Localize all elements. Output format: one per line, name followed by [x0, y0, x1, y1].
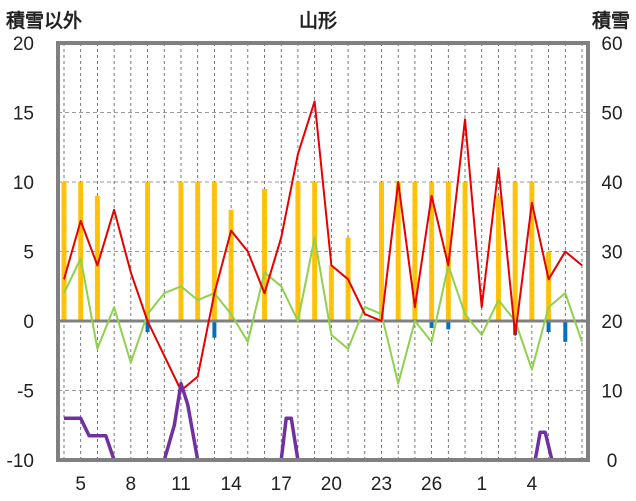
- y2-tick-label: 40: [601, 173, 622, 194]
- sunshine-bar: [395, 182, 401, 321]
- y-axis-label: 積雪以外: [6, 10, 83, 32]
- x-tick-label: 26: [421, 474, 442, 495]
- x-tick-label: 20: [321, 474, 342, 495]
- max-temperature-line: [63, 100, 583, 392]
- precipitation-bar: [546, 321, 551, 333]
- y2-tick-label: 10: [601, 382, 622, 403]
- sunshine-bar: [178, 182, 184, 321]
- precipitation-bar: [145, 321, 150, 333]
- sunshine-bar: [228, 209, 234, 321]
- chart-title: 山形: [298, 10, 337, 32]
- x-tick-label: 1: [476, 474, 487, 495]
- sunshine-bar: [195, 182, 201, 321]
- x-tick-label: 17: [271, 474, 292, 495]
- sunshine-bar: [94, 195, 100, 321]
- sunshine-bar: [145, 182, 151, 321]
- x-tick-label: 8: [126, 474, 137, 495]
- sunshine-bar: [262, 188, 268, 321]
- sunshine-bar: [61, 182, 67, 321]
- precipitation-bar: [429, 321, 434, 328]
- y-tick-label: 5: [23, 243, 34, 264]
- precipitation-bar: [563, 321, 568, 342]
- sunshine-bar: [378, 182, 384, 321]
- y2-tick-label: 30: [601, 243, 622, 264]
- sunshine-bar: [529, 182, 535, 321]
- sunshine-bar: [495, 195, 501, 321]
- y2-tick-label: 20: [601, 312, 622, 333]
- sunshine-bar: [78, 182, 84, 321]
- snow-depth-line: [64, 381, 582, 462]
- precipitation-bar: [446, 321, 451, 330]
- plot-frame: [56, 41, 590, 462]
- precipitation-bar: [212, 321, 217, 338]
- x-tick-label: 23: [371, 474, 392, 495]
- sunshine-bar: [462, 182, 468, 321]
- x-tick-label: 11: [171, 474, 191, 495]
- y2-tick-label: 60: [601, 34, 622, 55]
- sunshine-bar: [412, 182, 418, 321]
- sunshine-bar: [512, 182, 518, 321]
- sunshine-bar: [211, 182, 217, 321]
- sunshine-bar: [312, 182, 318, 321]
- y-tick-label: 10: [13, 173, 34, 194]
- sunshine-bar: [445, 182, 451, 321]
- min-temperature-line: [63, 236, 583, 385]
- x-tick-label: 4: [527, 474, 538, 495]
- sunshine-bar: [429, 182, 435, 321]
- sunshine-bar: [546, 251, 552, 321]
- y-tick-label: 15: [13, 104, 34, 125]
- y2-tick-label: 50: [601, 104, 622, 125]
- y-tick-label: 0: [23, 312, 34, 333]
- y2-tick-label: 0: [607, 451, 618, 472]
- x-tick-label: 5: [75, 474, 86, 495]
- sunshine-bar: [328, 265, 334, 321]
- y-tick-label: -10: [7, 451, 34, 472]
- x-tick-label: 14: [221, 474, 243, 495]
- y-tick-label: 20: [13, 34, 34, 55]
- y2-axis-label: 積雪: [591, 10, 630, 32]
- sunshine-bar: [295, 182, 301, 321]
- y-tick-label: -5: [17, 382, 34, 403]
